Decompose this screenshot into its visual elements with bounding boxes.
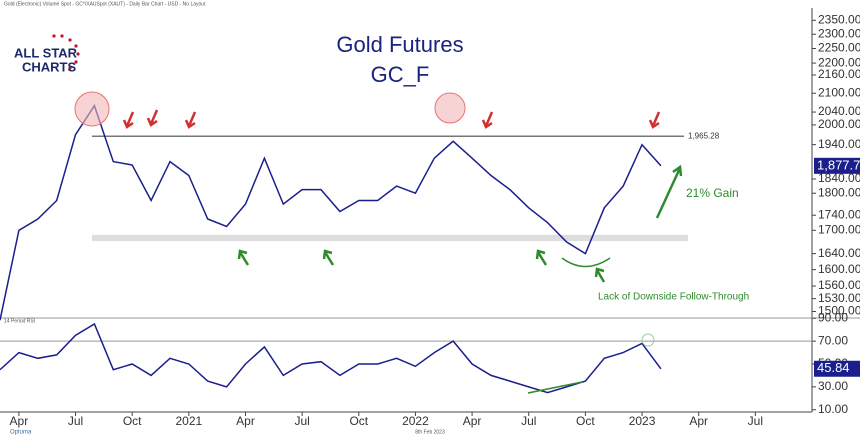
y-tick-label: 1530.00 bbox=[818, 291, 860, 305]
chart-title: Gold Futures bbox=[336, 32, 463, 57]
x-tick-label: Apr bbox=[10, 414, 29, 428]
y2-tick-label: 90.00 bbox=[818, 310, 848, 324]
last-value-tag bbox=[814, 360, 860, 377]
y2-tick-label: 10.00 bbox=[818, 402, 848, 416]
logo-text: ALL STAR bbox=[14, 45, 78, 60]
y-tick-label: 2200.00 bbox=[818, 55, 860, 69]
y-tick-label: 1740.00 bbox=[818, 207, 860, 221]
last-value-tag bbox=[814, 157, 860, 174]
y-tick-label: 2300.00 bbox=[818, 26, 860, 40]
x-tick-label: Apr bbox=[236, 414, 255, 428]
y2-tick-label: 70.00 bbox=[818, 333, 848, 347]
annotation: Lack of Downside Follow-Through bbox=[598, 292, 749, 303]
logo: ALL STAR CHARTS bbox=[14, 34, 80, 74]
x-tick-label: 2021 bbox=[175, 414, 202, 428]
y-tick-label: 1500.00 bbox=[818, 304, 860, 318]
y-tick-label: 2350.00 bbox=[818, 12, 860, 26]
x-tick-label: Oct bbox=[123, 414, 142, 428]
annotation-marks bbox=[74, 91, 683, 394]
x-tick-label: Jul bbox=[748, 414, 763, 428]
series-line bbox=[0, 322, 662, 394]
chart-header: Gold (Electronic) Volume Spot - GC*/XAUS… bbox=[4, 1, 206, 7]
x-tick-label: Oct bbox=[349, 414, 368, 428]
x-tick-label: Apr bbox=[689, 414, 708, 428]
y-tick-label: 1640.00 bbox=[818, 246, 860, 260]
y-tick-label: 1600.00 bbox=[818, 262, 860, 276]
y-tick-label: 1700.00 bbox=[818, 222, 860, 236]
support-band bbox=[92, 234, 688, 242]
y-tick-label: 1840.00 bbox=[818, 171, 860, 185]
y-tick-label: 2040.00 bbox=[818, 104, 860, 118]
y-tick-label: 2250.00 bbox=[818, 41, 860, 55]
series-line bbox=[0, 103, 662, 321]
x-tick-label: Jul bbox=[68, 414, 83, 428]
x-tick-label: Oct bbox=[576, 414, 595, 428]
x-tick-label: Jul bbox=[294, 414, 309, 428]
rsi-label: 14 Period RSI bbox=[4, 318, 35, 324]
y-tick-label: 2160.00 bbox=[818, 67, 860, 81]
y2-tick-label: 30.00 bbox=[818, 379, 848, 393]
x-tick-label: Jul bbox=[521, 414, 536, 428]
x-tick-label: 2023 bbox=[629, 414, 656, 428]
y-tick-label: 2100.00 bbox=[818, 85, 860, 99]
logo-text: CHARTS bbox=[22, 59, 76, 74]
chart-subtitle: GC_F bbox=[371, 62, 430, 87]
footer-date: 8th Feb 2023 bbox=[415, 429, 445, 435]
y-tick-label: 1560.00 bbox=[818, 278, 860, 292]
annotation: 21% Gain bbox=[686, 186, 739, 200]
x-tick-label: Apr bbox=[463, 414, 482, 428]
last-value-label: 45.84 bbox=[817, 360, 850, 375]
footer-brand: Optuma bbox=[10, 430, 32, 436]
y-tick-label: 1940.00 bbox=[818, 137, 860, 151]
y-tick-label: 1800.00 bbox=[818, 185, 860, 199]
x-tick-label: 2022 bbox=[402, 414, 429, 428]
last-value-label: 1,877.7 bbox=[817, 157, 860, 172]
resistance-label: 1,965.28 bbox=[688, 131, 720, 140]
y-tick-label: 2000.00 bbox=[818, 117, 860, 131]
